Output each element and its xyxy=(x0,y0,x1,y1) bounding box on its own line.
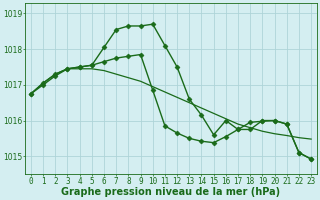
X-axis label: Graphe pression niveau de la mer (hPa): Graphe pression niveau de la mer (hPa) xyxy=(61,187,281,197)
